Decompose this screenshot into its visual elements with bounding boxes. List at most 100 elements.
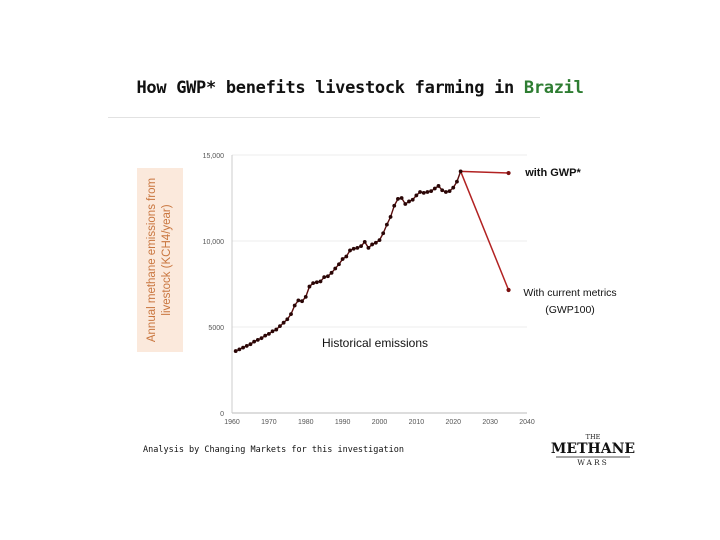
data-point <box>292 303 297 308</box>
series-lines <box>235 170 510 352</box>
x-tick-label: 2000 <box>372 419 388 426</box>
x-tick-label: 1960 <box>224 419 240 426</box>
data-point <box>506 170 511 176</box>
data-point <box>366 245 371 250</box>
data-point <box>248 342 253 347</box>
data-point <box>359 244 363 249</box>
data-point <box>244 344 249 348</box>
data-point <box>333 266 338 271</box>
data-point <box>252 339 257 344</box>
data-point <box>384 222 389 227</box>
source-note: Analysis by Changing Markets for this in… <box>143 445 404 455</box>
data-point <box>425 190 430 194</box>
annotation-label: (GWP100) <box>545 304 595 316</box>
data-point <box>289 312 293 316</box>
data-point <box>274 327 279 332</box>
y-tick-label: 10,000 <box>203 239 225 246</box>
data-point <box>285 317 290 322</box>
logo-bottom-text: WARS <box>577 458 609 467</box>
data-point <box>237 347 242 352</box>
data-point <box>281 320 286 325</box>
x-tick-label: 1970 <box>261 419 277 426</box>
methane-wars-logo: THE METHANE WARS <box>551 433 635 467</box>
data-point <box>377 238 382 243</box>
data-point <box>429 189 434 194</box>
x-tick-label: 2010 <box>409 419 425 426</box>
logo-main-text: METHANE <box>551 441 635 457</box>
data-point <box>418 190 422 194</box>
data-point <box>296 298 301 303</box>
data-point <box>278 324 282 329</box>
series-points <box>233 169 511 353</box>
y-axis-label-background <box>137 168 183 352</box>
data-point <box>362 239 367 244</box>
data-point <box>255 338 260 342</box>
data-point <box>329 270 334 275</box>
title-divider <box>108 117 540 118</box>
data-point <box>314 280 319 285</box>
x-tick-label: 2030 <box>482 419 498 426</box>
data-point <box>458 169 463 174</box>
data-point <box>307 284 312 289</box>
data-point <box>355 245 360 250</box>
annotation-label: Historical emissions <box>322 336 428 350</box>
data-point <box>388 215 393 219</box>
x-tick-label: 2040 <box>519 419 535 426</box>
data-point <box>421 190 426 195</box>
y-tick-label: 15,000 <box>203 153 225 160</box>
data-point <box>263 333 268 338</box>
data-point <box>311 281 316 286</box>
data-point <box>414 193 419 198</box>
series-line <box>460 170 509 174</box>
chart-title: How GWP* benefits livestock farming in B… <box>0 78 720 98</box>
data-point <box>270 329 275 334</box>
data-point <box>351 246 356 251</box>
data-point <box>340 257 345 261</box>
data-point <box>436 184 441 188</box>
data-point <box>303 295 308 299</box>
x-tick-label: 1980 <box>298 419 314 426</box>
data-point <box>266 331 271 336</box>
data-point <box>443 190 448 194</box>
data-point <box>348 248 352 253</box>
data-point <box>370 242 375 247</box>
data-point <box>325 274 330 279</box>
data-point <box>300 299 304 304</box>
x-tick-label: 2020 <box>445 419 461 426</box>
x-tick-label: 1990 <box>335 419 351 426</box>
annotation-label: with GWP* <box>524 167 581 179</box>
data-point <box>506 287 511 293</box>
title-highlight: Brazil <box>523 78 584 98</box>
data-point <box>259 336 264 341</box>
y-tick-label: 5000 <box>208 325 224 332</box>
data-point <box>403 202 408 206</box>
grid-lines <box>232 154 527 414</box>
data-point <box>392 203 397 208</box>
data-point <box>396 196 400 201</box>
data-point <box>322 275 327 280</box>
title-prefix: How GWP* benefits livestock farming in <box>136 78 524 98</box>
data-point <box>337 262 341 267</box>
data-point <box>373 240 378 245</box>
data-point <box>318 279 323 284</box>
data-point <box>241 345 245 350</box>
series-line <box>235 171 462 352</box>
data-point <box>410 197 415 202</box>
data-point <box>233 349 238 353</box>
y-tick-label: 0 <box>220 411 224 418</box>
series-line <box>459 171 510 291</box>
data-point <box>407 199 411 204</box>
data-point <box>440 188 445 193</box>
data-point <box>381 231 386 236</box>
data-point <box>344 254 349 259</box>
data-point <box>451 185 456 190</box>
data-point <box>432 186 437 191</box>
data-point <box>399 196 404 200</box>
tick-labels: 0 5000 10,000 15,000 1960 1970 1980 1990 2000 201… <box>203 153 535 426</box>
data-point <box>455 179 459 184</box>
data-point <box>447 189 452 194</box>
logo-top-text: THE <box>586 433 601 441</box>
annotations: Historical emissions with GWP* With curren… <box>322 167 617 350</box>
annotation-label: With current metrics <box>523 287 616 299</box>
